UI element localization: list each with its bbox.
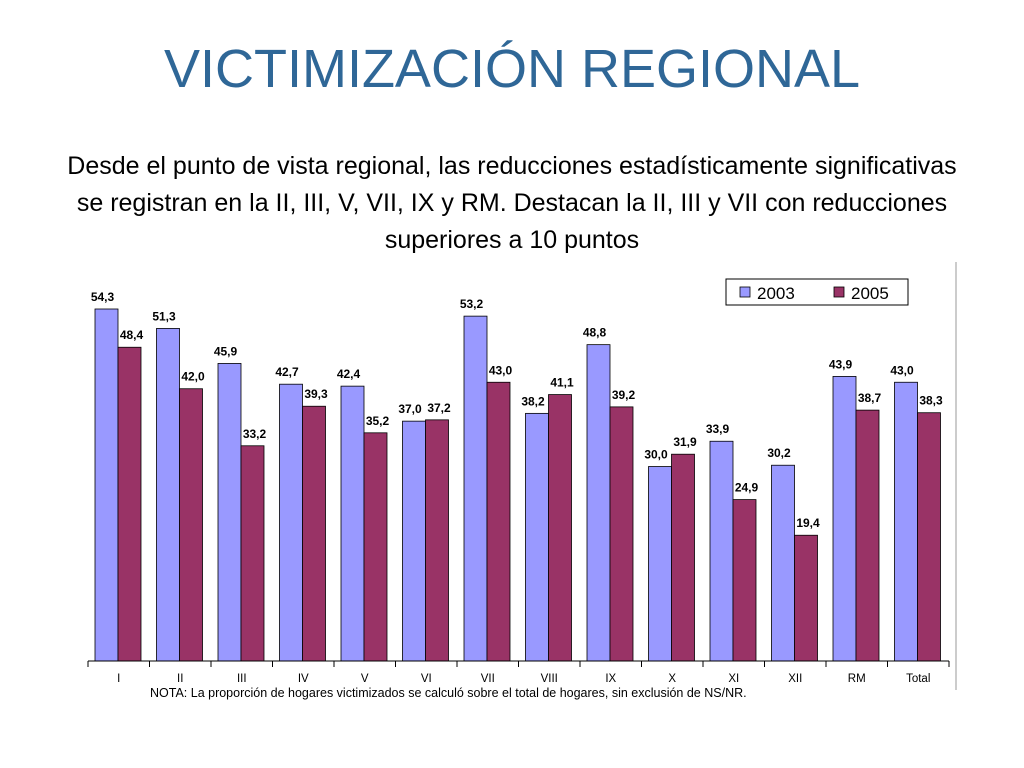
data-label-2005-I: 48,4 bbox=[120, 328, 144, 342]
legend-box bbox=[725, 278, 909, 306]
bar-2005-I bbox=[117, 346, 142, 662]
data-label-2003-V: 42,4 bbox=[337, 367, 361, 381]
x-tick-label-VII: VII bbox=[481, 673, 495, 685]
x-tick-label-X: X bbox=[668, 673, 676, 685]
bar-2003-VIII bbox=[525, 412, 549, 662]
chart-note: NOTA: La proporción de hogares victimiza… bbox=[150, 686, 747, 700]
data-label-2003-VI: 37,0 bbox=[398, 402, 422, 416]
bar-2003-IX bbox=[586, 344, 611, 662]
data-label-2005-VI: 37,2 bbox=[427, 401, 451, 415]
data-label-2005-IX: 39,2 bbox=[612, 388, 636, 402]
x-tick-label-XI: XI bbox=[728, 673, 739, 685]
bar-2005-XII bbox=[794, 534, 818, 662]
legend: 2003 2005 bbox=[725, 278, 909, 306]
data-label-2005-IV: 39,3 bbox=[304, 387, 328, 401]
x-tick-label-VI: VI bbox=[421, 673, 432, 685]
bar-2005-Total bbox=[917, 412, 941, 662]
bar-2003-I bbox=[94, 308, 119, 662]
bar-2005-X bbox=[671, 453, 695, 662]
legend-label-2003: 2003 bbox=[757, 284, 795, 303]
data-label-2003-IV: 42,7 bbox=[275, 365, 299, 379]
bar-2003-VII bbox=[463, 315, 488, 662]
legend-label-2005: 2005 bbox=[851, 284, 889, 303]
bar-2003-III bbox=[217, 363, 242, 662]
page-title: VICTIMIZACIÓN REGIONAL bbox=[163, 39, 861, 99]
data-label-2003-III: 45,9 bbox=[214, 344, 238, 358]
x-axis: I II III IV V VI VII VIII IX X XI XII RM Total bbox=[87, 660, 950, 685]
bar-2005-III bbox=[240, 445, 265, 662]
x-tick-label-Total: Total bbox=[906, 673, 930, 685]
bar-2003-RM bbox=[832, 376, 857, 662]
x-tick-label-II: II bbox=[177, 673, 183, 685]
data-label-2003-II: 51,3 bbox=[152, 309, 176, 323]
bar-2005-XI bbox=[732, 499, 757, 662]
bar-2005-VI bbox=[425, 419, 449, 662]
bar-2003-X bbox=[648, 466, 672, 662]
bar-2005-IV bbox=[302, 405, 326, 662]
data-label-2003-VII: 53,2 bbox=[460, 297, 484, 311]
x-tick-label-III: III bbox=[237, 673, 247, 685]
bar-2003-II bbox=[156, 328, 180, 662]
data-label-2003-Total: 43,0 bbox=[890, 363, 914, 377]
data-label-2005-X: 31,9 bbox=[673, 435, 697, 449]
x-tick-label-XII: XII bbox=[788, 673, 802, 685]
bar-2005-RM bbox=[855, 409, 880, 662]
bar-2005-V bbox=[363, 432, 388, 662]
x-tick-label-I: I bbox=[117, 673, 120, 685]
bar-2003-Total bbox=[894, 381, 918, 662]
data-label-2005-RM: 38,7 bbox=[858, 391, 882, 405]
legend-swatch-2005 bbox=[833, 286, 845, 298]
data-label-2003-I: 54,3 bbox=[91, 290, 115, 304]
legend-swatch-2003 bbox=[739, 286, 751, 298]
data-label-2005-XII: 19,4 bbox=[796, 516, 820, 530]
bar-2003-IV bbox=[279, 383, 303, 662]
data-label-2003-XI: 33,9 bbox=[706, 422, 730, 436]
data-label-2005-XI: 24,9 bbox=[735, 481, 759, 495]
x-tick-label-RM: RM bbox=[848, 673, 866, 685]
x-tick-label-IX: IX bbox=[605, 673, 616, 685]
data-label-2003-VIII: 38,2 bbox=[521, 394, 545, 408]
bar-2003-XII bbox=[771, 464, 795, 662]
x-tick-label-V: V bbox=[361, 673, 369, 685]
data-label-2003-XII: 30,2 bbox=[767, 446, 791, 460]
x-tick-label-VIII: VIII bbox=[541, 673, 558, 685]
data-label-2005-VIII: 41,1 bbox=[550, 376, 574, 390]
data-label-2005-II: 42,0 bbox=[181, 370, 205, 384]
data-label-2003-IX: 48,8 bbox=[583, 326, 607, 340]
bar-2003-XI bbox=[709, 440, 734, 662]
bar-2005-VIII bbox=[548, 394, 572, 662]
data-label-2005-III: 33,2 bbox=[243, 427, 267, 441]
bar-2005-IX bbox=[609, 406, 634, 662]
data-label-2005-VII: 43,0 bbox=[489, 363, 513, 377]
bar-2003-V bbox=[340, 385, 365, 662]
data-label-2005-Total: 38,3 bbox=[919, 394, 943, 408]
bar-2005-II bbox=[179, 388, 203, 662]
bars-group bbox=[94, 308, 941, 662]
bar-2003-VI bbox=[402, 420, 426, 662]
data-label-2005-V: 35,2 bbox=[366, 414, 390, 428]
slide-subtitle: Desde el punto de vista regional, las re… bbox=[67, 152, 957, 254]
data-label-2003-RM: 43,9 bbox=[829, 357, 853, 371]
x-tick-label-IV: IV bbox=[298, 673, 309, 685]
data-labels-group: 54,3 48,4 51,3 42,0 45,9 33,2 42,7 39,3 42,4 35,2… bbox=[91, 290, 943, 530]
bar-2005-VII bbox=[486, 381, 511, 662]
data-label-2003-X: 30,0 bbox=[644, 448, 668, 462]
